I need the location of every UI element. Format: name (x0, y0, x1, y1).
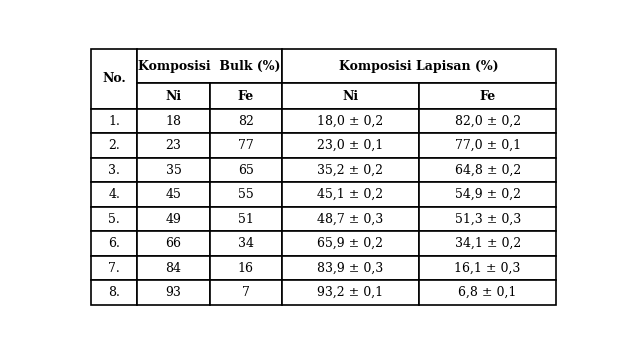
Bar (419, 158, 556, 182)
Bar (210, 133, 282, 158)
Text: 35: 35 (166, 163, 181, 177)
Bar (419, 231, 556, 256)
Text: 77: 77 (238, 139, 253, 152)
Text: 66: 66 (166, 237, 181, 250)
Text: 18,0 ± 0,2: 18,0 ± 0,2 (318, 115, 384, 128)
Bar (91, 256, 137, 280)
Bar (91, 158, 137, 182)
Text: 16,1 ± 0,3: 16,1 ± 0,3 (454, 261, 521, 274)
Bar (419, 182, 556, 207)
Text: 34,1 ± 0,2: 34,1 ± 0,2 (454, 237, 521, 250)
Text: 55: 55 (238, 188, 253, 201)
Bar (137, 83, 210, 109)
Bar (282, 280, 419, 305)
Text: 65: 65 (238, 163, 254, 177)
Text: 82,0 ± 0,2: 82,0 ± 0,2 (455, 115, 520, 128)
Bar (91, 280, 137, 305)
Text: 77,0 ± 0,1: 77,0 ± 0,1 (455, 139, 520, 152)
Bar (210, 182, 282, 207)
Bar (210, 109, 282, 133)
Text: No.: No. (102, 72, 126, 85)
Text: 8.: 8. (108, 286, 120, 299)
Bar (91, 182, 137, 207)
Bar (137, 231, 210, 256)
Text: 23,0 ± 0,1: 23,0 ± 0,1 (318, 139, 384, 152)
Bar (419, 256, 556, 280)
Bar (137, 207, 210, 231)
Text: 34: 34 (238, 237, 254, 250)
Bar (210, 207, 282, 231)
Bar (282, 256, 419, 280)
Text: 16: 16 (238, 261, 254, 274)
Text: 49: 49 (166, 212, 181, 225)
Bar (419, 207, 556, 231)
Text: 7.: 7. (108, 261, 120, 274)
Bar (419, 280, 556, 305)
Text: 82: 82 (238, 115, 254, 128)
Text: 93,2 ± 0,1: 93,2 ± 0,1 (318, 286, 384, 299)
Text: Fe: Fe (238, 90, 254, 103)
Bar (137, 280, 210, 305)
Text: 64,8 ± 0,2: 64,8 ± 0,2 (454, 163, 521, 177)
Bar (282, 182, 419, 207)
Bar (282, 158, 419, 182)
Text: 2.: 2. (108, 139, 120, 152)
Text: 1.: 1. (108, 115, 120, 128)
Text: 6,8 ± 0,1: 6,8 ± 0,1 (459, 286, 517, 299)
Text: 93: 93 (166, 286, 181, 299)
Text: 35,2 ± 0,2: 35,2 ± 0,2 (318, 163, 384, 177)
Bar (282, 49, 556, 83)
Text: 6.: 6. (108, 237, 120, 250)
Text: 7: 7 (242, 286, 249, 299)
Text: Komposisi  Bulk (%): Komposisi Bulk (%) (139, 60, 281, 72)
Bar (91, 109, 137, 133)
Text: 5.: 5. (108, 212, 120, 225)
Bar (419, 133, 556, 158)
Text: 3.: 3. (108, 163, 120, 177)
Bar (282, 133, 419, 158)
Bar (210, 158, 282, 182)
Bar (137, 133, 210, 158)
Bar (419, 83, 556, 109)
Text: 54,9 ± 0,2: 54,9 ± 0,2 (455, 188, 520, 201)
Text: 83,9 ± 0,3: 83,9 ± 0,3 (318, 261, 384, 274)
Text: 4.: 4. (108, 188, 120, 201)
Bar (282, 83, 419, 109)
Text: Komposisi Lapisan (%): Komposisi Lapisan (%) (339, 60, 499, 72)
Bar (137, 49, 282, 83)
Text: 45: 45 (166, 188, 181, 201)
Bar (282, 207, 419, 231)
Bar (91, 49, 137, 109)
Text: 45,1 ± 0,2: 45,1 ± 0,2 (318, 188, 384, 201)
Text: 18: 18 (166, 115, 181, 128)
Text: 23: 23 (166, 139, 181, 152)
Bar (91, 207, 137, 231)
Bar (137, 256, 210, 280)
Bar (137, 158, 210, 182)
Bar (91, 133, 137, 158)
Text: 51,3 ± 0,3: 51,3 ± 0,3 (454, 212, 521, 225)
Bar (282, 109, 419, 133)
Text: Fe: Fe (479, 90, 496, 103)
Text: 48,7 ± 0,3: 48,7 ± 0,3 (318, 212, 384, 225)
Bar (210, 83, 282, 109)
Bar (282, 231, 419, 256)
Bar (137, 182, 210, 207)
Bar (210, 280, 282, 305)
Bar (419, 109, 556, 133)
Bar (91, 231, 137, 256)
Bar (137, 109, 210, 133)
Text: Ni: Ni (166, 90, 181, 103)
Text: 65,9 ± 0,2: 65,9 ± 0,2 (318, 237, 384, 250)
Text: 51: 51 (238, 212, 254, 225)
Bar (210, 256, 282, 280)
Text: 84: 84 (166, 261, 181, 274)
Text: Ni: Ni (342, 90, 358, 103)
Bar (210, 231, 282, 256)
